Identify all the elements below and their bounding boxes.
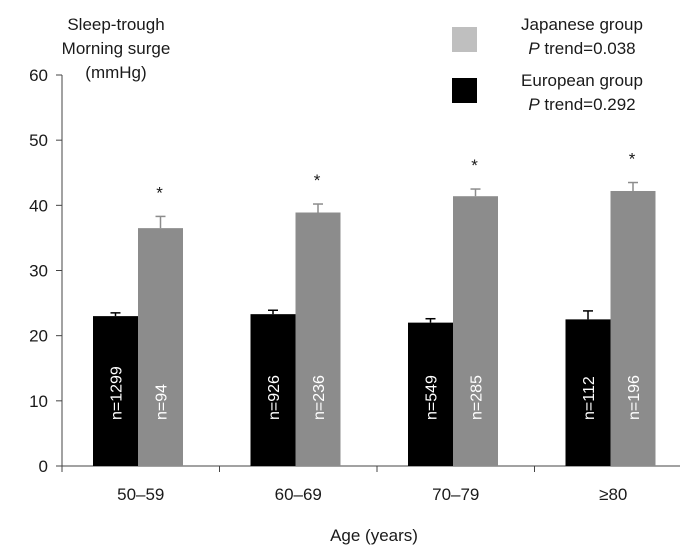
x-tick-label: 70–79: [432, 485, 479, 504]
bar-count-label: n=926: [266, 375, 283, 420]
bar-japanese: [453, 196, 498, 466]
legend-swatch-japanese: [452, 27, 477, 52]
bar-japanese: [610, 190, 656, 466]
bar-count-label: n=285: [469, 375, 486, 420]
x-tick-label: 60–69: [275, 485, 322, 504]
x-tick-label: ≥80: [599, 485, 627, 504]
bar-european: [565, 319, 611, 466]
plot-area: 0 10 20 30 40 50 60 n=1299 n=94 * 50–59 n=926 n=236 *…: [29, 66, 680, 504]
bar-count-label: n=94: [154, 384, 171, 420]
legend-label-european: European group: [521, 71, 643, 90]
bar-count-label: n=236: [311, 375, 328, 420]
legend-swatch-european: [452, 78, 477, 103]
bar-european: [408, 322, 453, 466]
bar-count-label: n=112: [581, 376, 598, 420]
legend-label-japanese: Japanese group: [521, 15, 643, 34]
y-tick-label: 40: [29, 196, 48, 215]
legend-trend-prefix-european: P: [528, 95, 540, 114]
legend-trend-prefix-japanese: P: [528, 39, 540, 58]
legend-trend-european: P trend=0.292: [528, 95, 635, 114]
legend-trend-value-european: trend=0.292: [540, 95, 636, 114]
bar-count-label: n=196: [626, 375, 643, 420]
legend: Japanese group P trend=0.038 European gr…: [452, 15, 643, 114]
x-tick-label: 50–59: [117, 485, 164, 504]
y-axis-title-line-1: Sleep-trough: [67, 15, 164, 34]
bar-count-label: n=549: [424, 375, 441, 420]
legend-trend-japanese: P trend=0.038: [528, 39, 635, 58]
y-axis-title-line-2: Morning surge: [62, 39, 171, 58]
significance-marker: *: [629, 150, 636, 169]
legend-trend-value-japanese: trend=0.038: [540, 39, 636, 58]
bar-european: [93, 316, 138, 466]
y-tick-label: 30: [29, 262, 48, 281]
y-axis-title-line-3: (mmHg): [85, 63, 146, 82]
bar-japanese: [138, 228, 183, 466]
bar-european: [250, 314, 296, 466]
bar-japanese: [295, 212, 341, 466]
y-tick-label: 50: [29, 131, 48, 150]
significance-marker: *: [471, 156, 478, 175]
y-tick-label: 10: [29, 392, 48, 411]
significance-marker: *: [156, 183, 163, 202]
significance-marker: *: [314, 171, 321, 190]
y-tick-label: 60: [29, 66, 48, 85]
y-tick-label: 0: [39, 457, 48, 476]
y-tick-label: 20: [29, 327, 48, 346]
bar-count-label: n=1299: [109, 366, 126, 420]
x-axis-title: Age (years): [330, 526, 418, 545]
